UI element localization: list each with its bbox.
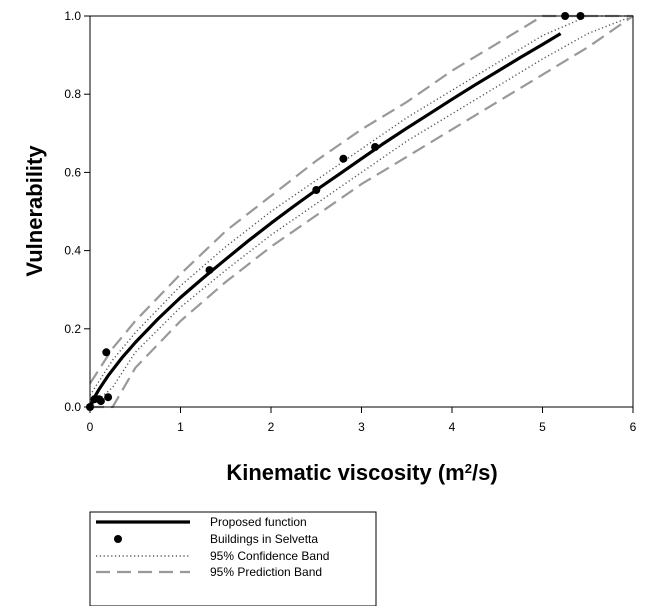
x-tick-label: 6: [630, 420, 637, 434]
x-axis-title-sup: 2: [465, 461, 472, 476]
legend-label: 95% Confidence Band: [210, 549, 329, 563]
proposed-function-line: [88, 32, 562, 408]
y-tick-label: 0.4: [64, 244, 81, 258]
legend-label: Buildings in Selvetta: [210, 532, 318, 546]
plot-frame: [89, 15, 634, 408]
legend-swatch-buildings: [114, 535, 122, 543]
x-tick-label: 2: [268, 420, 275, 434]
legend-box: [89, 511, 377, 606]
data-point: [312, 186, 321, 194]
confidence-band-lower: [89, 15, 634, 408]
x-axis-title-end: /s): [472, 460, 498, 485]
y-tick-label: 0.6: [64, 165, 81, 179]
x-tick-label: 5: [539, 420, 546, 434]
y-tick-label: 1.0: [64, 9, 81, 23]
function-curve: [88, 32, 562, 408]
x-tick-label: 3: [358, 420, 365, 434]
y-tick-label: 0.8: [64, 87, 81, 101]
prediction-band-upper: [89, 14, 633, 385]
y-axis-ticks: 0.0 0.2 0.4 0.6 0.8 1.0: [64, 9, 90, 414]
x-axis-ticks: 0 1 2 3 4 5 6: [87, 407, 637, 434]
x-axis-title-main: Kinematic viscosity (m: [226, 460, 464, 485]
data-point: [371, 143, 380, 151]
prediction-band-lower: [90, 15, 634, 409]
data-point: [104, 393, 113, 402]
data-point: [102, 348, 111, 357]
y-tick-label: 0.2: [64, 322, 81, 336]
band-lines: [89, 14, 634, 409]
data-point: [205, 266, 214, 275]
legend-label: 95% Prediction Band: [210, 565, 322, 579]
confidence-band-upper: [89, 15, 633, 396]
x-axis-title: Kinematic viscosity (m2/s): [226, 460, 497, 485]
x-tick-label: 4: [449, 420, 456, 434]
y-axis-title: Vulnerability: [22, 145, 47, 277]
data-point: [339, 154, 348, 163]
x-tick-label: 1: [177, 420, 184, 434]
y-tick-label: 0.0: [64, 400, 81, 414]
legend-label: Proposed function: [210, 515, 307, 529]
data-point: [96, 397, 105, 406]
data-points: [86, 12, 585, 411]
legend: Proposed function Buildings in Selvetta 95…: [89, 511, 377, 606]
x-tick-label: 0: [87, 420, 94, 434]
